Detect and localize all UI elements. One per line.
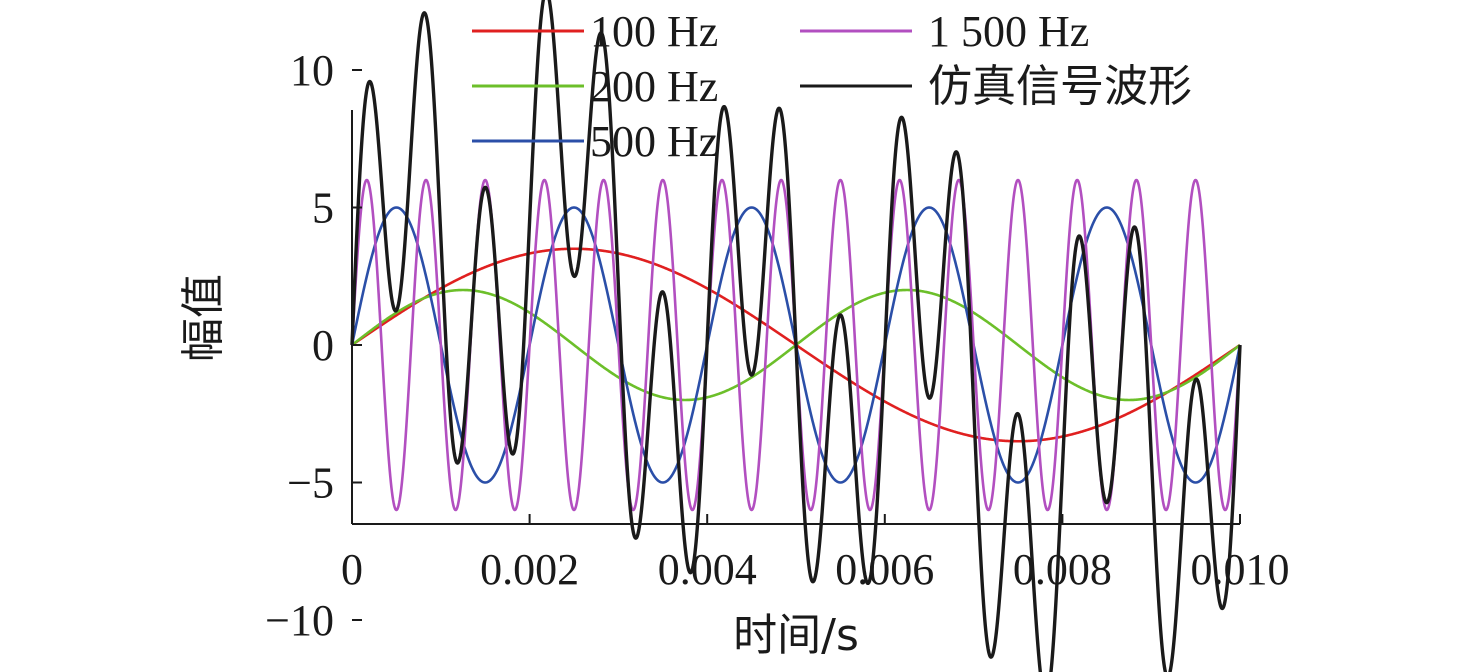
x-tick-label: 0.010	[1191, 545, 1290, 594]
legend-label: 500 Hz	[590, 117, 718, 166]
x-ticks: 0 0.002 0.004 0.006 0.008 0.010	[341, 514, 1290, 594]
x-axis-title: 时间/s	[733, 610, 859, 661]
y-ticks: −10−5051015	[265, 46, 362, 645]
y-tick-label: −10	[265, 596, 334, 645]
legend-label: 100 Hz	[590, 7, 718, 56]
axes	[351, 110, 1240, 525]
x-tick-label: 0.002	[480, 545, 579, 594]
x-tick-label: 0	[341, 545, 363, 594]
y-tick-label: −5	[287, 459, 334, 508]
y-axis-title: 幅值	[178, 274, 229, 362]
legend-label: 仿真信号波形	[928, 62, 1192, 111]
y-tick-label: 10	[290, 46, 334, 95]
legend-label: 200 Hz	[590, 62, 718, 111]
y-tick-label: 0	[312, 321, 334, 370]
y-tick-label: 5	[312, 184, 334, 233]
x-tick-label: 0.006	[835, 545, 934, 594]
legend-label: 1 500 Hz	[928, 7, 1089, 56]
x-tick-label: 0.008	[1013, 545, 1112, 594]
plot-lines	[350, 0, 1242, 672]
x-tick-label: 0.004	[658, 545, 757, 594]
legend: 100 Hz 200 Hz 500 Hz 1 500 Hz 仿真信号波形	[472, 7, 1192, 166]
series-line-simulated-signal	[350, 0, 1242, 672]
